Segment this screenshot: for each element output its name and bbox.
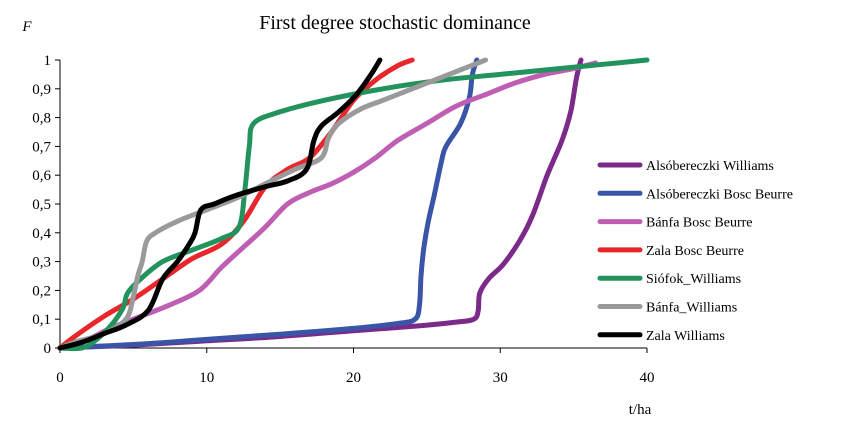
series-lines (57, 57, 650, 352)
legend-label-als-bereczki-bosc-beurre: Alsóbereczki Bosc Beurre (646, 187, 793, 202)
x-tick-label: 30 (493, 370, 508, 386)
x-tick-label: 10 (199, 370, 214, 386)
series-line-zala-williams (57, 57, 383, 351)
y-tick-label: 0,2 (32, 283, 51, 299)
series-line-b-nfa-bosc-beurre (57, 60, 599, 351)
y-tick-label: 0,9 (32, 82, 51, 98)
x-tick-label: 0 (56, 370, 64, 386)
y-tick-label: 0,4 (32, 226, 51, 242)
x-tick-label: 20 (346, 370, 361, 386)
x-ticks: 0 10 20 30 40 (56, 348, 655, 386)
x-axis-label: t/ha (629, 402, 652, 418)
y-tick-label: 0 (44, 341, 52, 357)
y-ticks: 0 0,1 0,2 0,3 0,4 0,5 0,6 0,7 0,8 0,9 1 (32, 53, 60, 357)
y-tick-label: 0,6 (32, 168, 51, 184)
legend-label-si-fok-williams: Siófok_Williams (646, 272, 741, 287)
y-tick-label: 0,8 (32, 111, 51, 127)
y-tick-label: 0,5 (32, 197, 51, 213)
y-tick-label: 0,3 (32, 255, 51, 271)
y-tick-label: 0,7 (32, 139, 51, 155)
series-line-si-fok-williams (57, 57, 650, 352)
series-line-als-bereczki-bosc-beurre (57, 57, 480, 351)
legend-label-zala-bosc-beurre: Zala Bosc Beurre (646, 244, 744, 259)
y-axis-label: F (21, 19, 32, 35)
legend: Alsóbereczki Williams Alsóbereczki Bosc B… (597, 159, 793, 344)
legend-label-b-nfa-bosc-beurre: Bánfa Bosc Beurre (646, 216, 753, 231)
series-line-zala-bosc-beurre (57, 57, 415, 351)
y-tick-label: 0,1 (32, 312, 51, 328)
chart-title: First degree stochastic dominance (259, 12, 531, 34)
legend-label-als-bereczki-williams: Alsóbereczki Williams (646, 159, 774, 174)
y-tick-label: 1 (44, 53, 52, 69)
series-line-b-nfa-williams (57, 57, 489, 351)
legend-label-zala-williams: Zala Williams (646, 329, 725, 344)
x-tick-label: 40 (640, 370, 655, 386)
legend-label-b-nfa-williams: Bánfa_Williams (646, 301, 737, 316)
